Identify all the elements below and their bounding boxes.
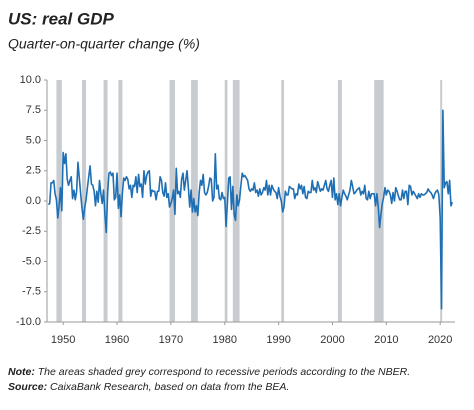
x-tick-label: 2020 [428, 334, 452, 346]
x-tick-label: 1950 [51, 334, 75, 346]
source: Source: CaixaBank Research, based on dat… [8, 381, 289, 393]
plot-area: 10.0 7.5 5.0 2.5 0.0 -2.5 -5.0 -7.5 -10.0 1950 196… [16, 74, 455, 346]
x-tick-label: 1970 [159, 334, 183, 346]
chart-title: US: real GDP [8, 9, 114, 28]
y-tick-label: -10.0 [16, 316, 41, 328]
source-text: CaixaBank Research, based on data from t… [50, 381, 289, 393]
y-tick-label: -2.5 [22, 225, 41, 237]
source-label: Source: [8, 381, 47, 393]
y-tick-label: 10.0 [20, 74, 41, 86]
note-label: Note: [8, 366, 35, 378]
x-tick-label: 1990 [266, 334, 290, 346]
x-tick-label: 2000 [320, 334, 344, 346]
y-tick-label: -5.0 [22, 255, 41, 267]
recession-band [440, 80, 443, 322]
note-text: The areas shaded grey correspond to rece… [38, 366, 410, 378]
recession-band [103, 80, 108, 322]
y-tick-label: 0.0 [26, 195, 41, 207]
x-tick-label: 2010 [374, 334, 398, 346]
gdp-line [47, 109, 454, 310]
chart-subtitle: Quarter-on-quarter change (%) [8, 36, 200, 52]
note: Note: The areas shaded grey correspond t… [8, 366, 410, 378]
x-tick-label: 1980 [213, 334, 237, 346]
y-tick-label: 7.5 [26, 104, 41, 116]
x-tick-label: 1960 [105, 334, 129, 346]
recession-band [224, 80, 228, 322]
recession-band [82, 80, 87, 322]
y-tick-label: 2.5 [26, 165, 41, 177]
recession-band [281, 80, 284, 322]
recession-band [374, 80, 384, 322]
y-tick-label: 5.0 [26, 134, 41, 146]
y-tick-label: -7.5 [22, 286, 41, 298]
